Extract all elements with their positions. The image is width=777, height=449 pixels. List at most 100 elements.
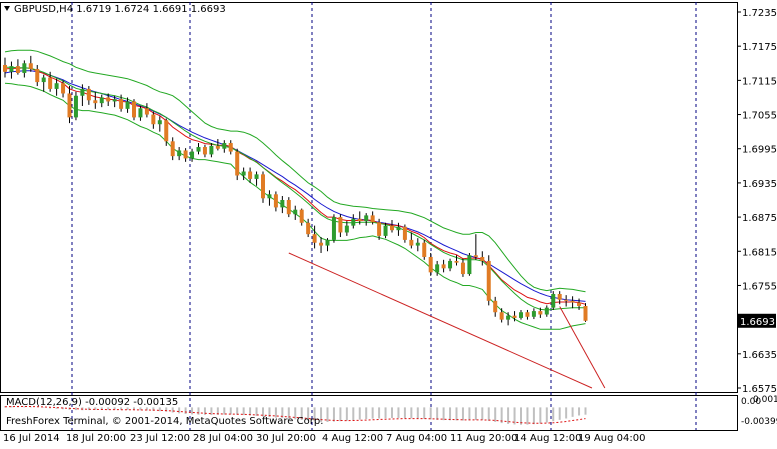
candle: [448, 258, 453, 272]
candle: [473, 234, 478, 260]
time-label: 7 Aug 04:00: [386, 433, 447, 444]
candle: [293, 205, 298, 220]
candle: [467, 252, 472, 276]
price-tick-label: 1.6635: [742, 350, 777, 361]
candle-body: [215, 145, 220, 149]
candle: [377, 218, 382, 240]
candle-body: [544, 307, 549, 315]
candle: [583, 303, 588, 322]
candle-body: [170, 141, 175, 157]
candle-body: [519, 312, 523, 318]
candle: [157, 116, 162, 132]
candle: [486, 255, 491, 306]
candle-body: [119, 99, 124, 109]
candle: [544, 305, 549, 317]
candle-body: [132, 101, 136, 118]
trendlines[interactable]: [288, 252, 606, 389]
projection-line[interactable]: [559, 306, 606, 389]
candle-body: [125, 101, 130, 109]
time-label: 19 Aug 04:00: [578, 433, 645, 444]
candle: [15, 59, 20, 75]
price-tick-label: 1.6755: [742, 281, 777, 292]
current-price-tag: [738, 313, 776, 328]
candle: [80, 84, 85, 106]
candle-body: [48, 77, 53, 89]
candle: [441, 259, 446, 273]
candle-body: [106, 97, 111, 102]
trendline[interactable]: [288, 252, 593, 389]
time-axis: 16 Jul 2014 18 Jul 20:00 23 Jul 12:00 28 Ju…: [3, 433, 645, 444]
candle-body: [202, 147, 207, 155]
candle: [531, 308, 536, 320]
candle: [551, 291, 556, 310]
candle-body: [235, 151, 240, 176]
candle: [267, 190, 272, 206]
candle-body: [396, 226, 401, 231]
candle-body: [190, 151, 195, 159]
candle: [512, 311, 517, 322]
candle-body: [261, 174, 265, 199]
candle-body: [538, 311, 543, 315]
candle-body: [9, 66, 14, 72]
candle: [170, 137, 175, 161]
candle-body: [273, 194, 278, 208]
time-label: 28 Jul 04:00: [193, 433, 253, 444]
price-tick-label: 1.6875: [742, 213, 777, 224]
price-tick-label: 1.7115: [742, 76, 777, 87]
time-label: 14 Aug 12:00: [514, 433, 581, 444]
candle-body: [577, 302, 582, 306]
macd-frame: [0, 395, 738, 431]
vertical-grid: [0, 2, 738, 431]
candle: [415, 238, 420, 252]
candle-body: [183, 150, 188, 159]
candle: [280, 196, 285, 214]
candle-body: [493, 300, 498, 313]
candle-body: [112, 99, 117, 102]
time-label: 4 Aug 12:00: [322, 433, 383, 444]
candle: [383, 222, 388, 239]
candle: [306, 218, 311, 238]
candle-body: [61, 83, 66, 94]
macd-axis-top: 0.00: [741, 397, 761, 407]
price-tick-label: 1.6815: [742, 247, 777, 258]
candle-body: [248, 171, 253, 179]
candle-body: [280, 200, 285, 208]
candle: [222, 140, 227, 153]
price-axis: 1.7235 1.7175 1.7115 1.7055 1.6995 1.6935 1.68…: [737, 8, 777, 395]
candle-body: [583, 305, 588, 321]
candle: [402, 224, 407, 243]
candle: [177, 147, 182, 161]
candle: [499, 308, 504, 323]
candle-body: [293, 209, 298, 215]
candle-body: [28, 63, 33, 69]
candle-body: [448, 260, 453, 269]
candle: [132, 99, 136, 121]
candle-body: [35, 68, 40, 83]
candle: [564, 295, 569, 307]
candle-body: [73, 95, 78, 118]
candle: [357, 211, 362, 225]
candle: [538, 307, 543, 318]
candle: [525, 309, 530, 320]
candle: [151, 111, 156, 129]
candle-body: [3, 64, 7, 72]
candle-body: [441, 264, 446, 269]
candle: [215, 139, 220, 151]
candle: [28, 55, 33, 72]
candle-body: [551, 294, 556, 308]
candle: [125, 97, 130, 113]
symbol-menu-icon[interactable]: [4, 6, 10, 11]
candle-body: [402, 226, 407, 240]
candle: [428, 252, 433, 276]
candle-body: [99, 97, 104, 104]
candle-body: [428, 256, 433, 273]
candle: [435, 260, 440, 276]
candle-body: [319, 242, 324, 246]
macd-signal: [4, 406, 586, 424]
candle: [312, 225, 317, 249]
macd-label: MACD(12,26,9) -0.00092 -0.00135: [6, 397, 178, 408]
candle-body: [570, 300, 575, 303]
candle: [144, 103, 149, 118]
